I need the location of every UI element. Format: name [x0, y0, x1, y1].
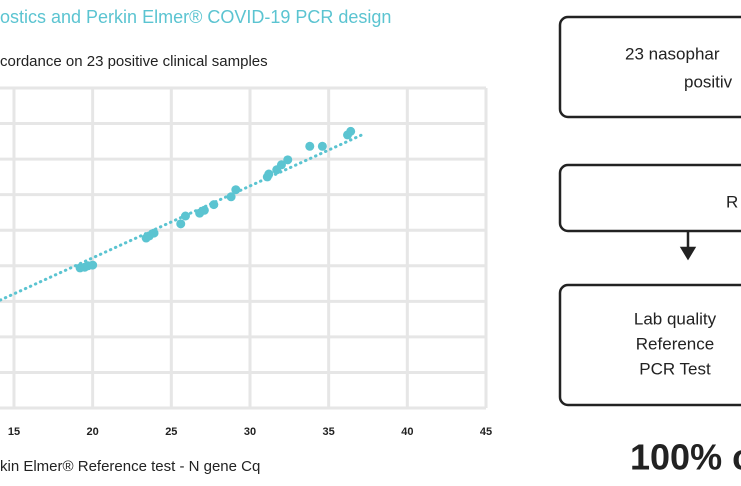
x-tick-label: 40 [401, 426, 413, 438]
data-point [199, 205, 209, 215]
data-point [264, 169, 274, 179]
data-point [149, 228, 159, 238]
node-label: positiv [684, 72, 733, 91]
data-point [209, 200, 219, 210]
chart-subtitle: cordance on 23 positive clinical samples [0, 53, 268, 70]
x-tick-label: 20 [87, 426, 99, 438]
arrow-head [679, 246, 697, 261]
x-tick-label: 30 [244, 426, 256, 438]
node-box [558, 163, 741, 233]
node-label: Reference [636, 334, 714, 353]
node-box [558, 283, 741, 407]
node-label: Lab quality [634, 309, 717, 328]
flowchart [558, 15, 741, 407]
node-label: PCR Test [639, 359, 711, 378]
node-label: R [726, 192, 738, 211]
data-point [88, 260, 98, 270]
data-point [346, 126, 356, 136]
data-point [226, 192, 236, 202]
chart-title: ostics and Perkin Elmer® COVID-19 PCR de… [0, 7, 391, 27]
node-label: 23 nasophar [625, 44, 720, 63]
trendline [0, 133, 364, 302]
data-point [176, 219, 186, 229]
x-tick-label: 35 [323, 426, 335, 438]
result-text: 100% c [630, 437, 741, 478]
x-axis-label: kin Elmer® Reference test - N gene Cq [0, 458, 260, 475]
plot: 1015202530354045 [0, 86, 492, 438]
data-point [276, 160, 286, 170]
x-tick-label: 15 [8, 426, 20, 438]
x-tick-label: 45 [480, 426, 492, 438]
data-point [283, 155, 293, 165]
data-point [231, 185, 241, 195]
node-box [558, 15, 741, 119]
data-point [317, 141, 327, 151]
data-point [305, 141, 315, 151]
data-point [180, 211, 190, 221]
x-tick-label: 25 [165, 426, 177, 438]
